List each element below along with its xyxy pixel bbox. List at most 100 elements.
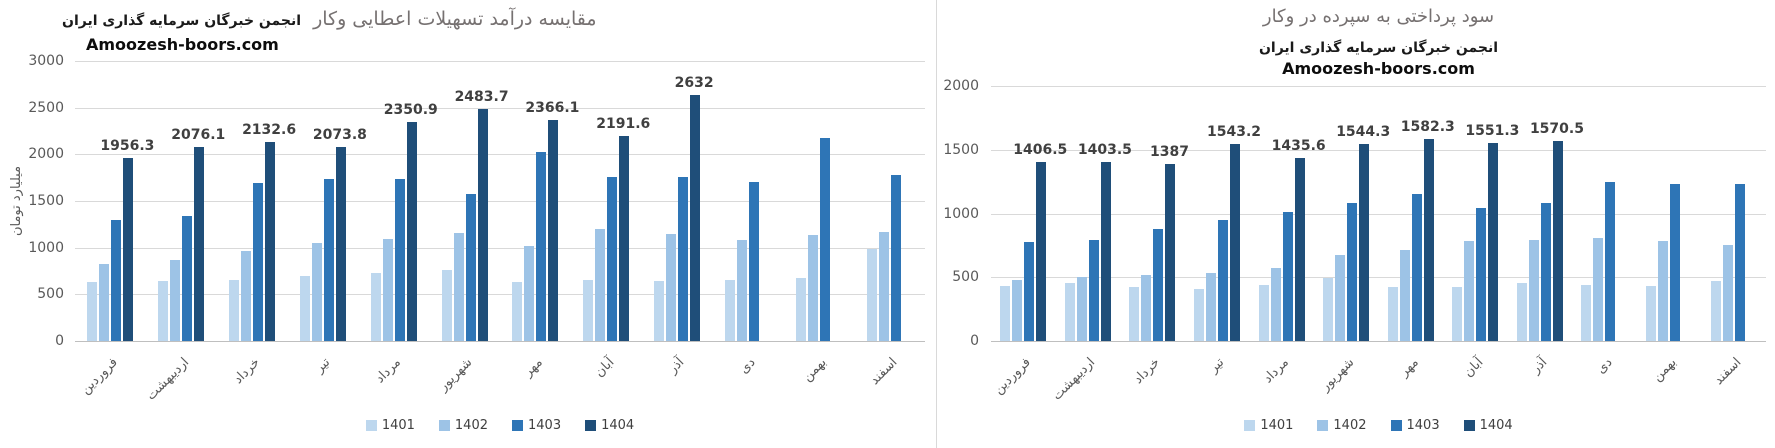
bar-1401 [87, 282, 98, 341]
bar-1401 [654, 281, 665, 341]
y-axis-tick-labels: 0 500 1000 1500 2000 [937, 78, 983, 349]
y-tick-label: 0 [55, 333, 64, 349]
bar-1403 [1218, 219, 1229, 341]
bar-1404 [265, 141, 276, 341]
chart-title-main: سود پرداختی به سپرده در وکار [1262, 6, 1495, 27]
bar-group [1378, 86, 1443, 341]
bar-group [146, 61, 217, 341]
legend-swatch [1463, 420, 1475, 431]
bar-1402 [1206, 273, 1217, 341]
gridline [75, 61, 925, 62]
y-tick-label: 2000 [28, 146, 64, 163]
bar-group [571, 61, 642, 341]
legend-label: 1403 [528, 418, 562, 433]
legend-swatch [1244, 420, 1256, 431]
bar-1403 [465, 193, 476, 341]
watermark: Amoozesh-boors.com [86, 35, 279, 54]
x-tick-label: آذر [665, 355, 688, 377]
y-tick-label: 2500 [28, 99, 64, 116]
bar-1404 [548, 120, 559, 341]
legend-label: 1404 [601, 418, 635, 433]
deposit-interest-chart-panel: سود پرداختی به سپرده در وکار انجمن خبرگا… [936, 0, 1775, 448]
data-label: 2076.1 [171, 127, 226, 144]
bar-1402 [595, 228, 606, 341]
bar-1404 [406, 121, 417, 341]
bar-1401 [1064, 283, 1075, 341]
x-tick-label: تیر [1206, 355, 1228, 377]
bar-1401 [1452, 286, 1463, 341]
bar-1402 [736, 239, 747, 341]
x-tick-label: دی [1593, 355, 1616, 377]
bar-1401 [512, 281, 523, 341]
bar-group [642, 61, 713, 341]
legend-item: 1403 [512, 418, 561, 433]
data-label: 2191.6 [596, 116, 651, 133]
bar-1402 [1464, 240, 1475, 341]
legend-item: 1404 [1463, 418, 1513, 433]
bar-1402 [1399, 249, 1410, 341]
gridline [75, 107, 925, 109]
bar-1404 [690, 95, 701, 341]
legend-item: 1401 [1244, 418, 1293, 433]
bar-1404 [335, 147, 346, 341]
bar-group [1508, 86, 1573, 341]
plot-area: 1406.5 1403.5 1387 1543.2 1435.6 1544.3 1582.3… [991, 86, 1766, 342]
bar-1402 [1722, 245, 1733, 341]
bar-1401 [795, 277, 806, 341]
bar-1404 [194, 147, 205, 341]
bar-1401 [1516, 283, 1527, 341]
bar-1403 [890, 175, 901, 341]
bar-1403 [323, 179, 334, 341]
bar-1404 [1230, 144, 1241, 341]
bar-1404 [477, 109, 488, 341]
bar-1401 [299, 275, 310, 341]
bar-group [991, 86, 1056, 341]
y-tick-label: 1500 [943, 141, 979, 158]
bar-1401 [724, 280, 735, 341]
x-tick-label: اسفند [1711, 355, 1745, 389]
y-tick-label: 0 [970, 333, 979, 349]
legend-item: 1403 [1390, 418, 1440, 433]
gridline [75, 247, 925, 249]
bar-group [854, 61, 925, 341]
bar-1401 [1581, 284, 1592, 341]
bar-group [1314, 86, 1379, 341]
bar-1403 [678, 177, 689, 341]
legend-swatch [585, 420, 597, 431]
bar-group [1637, 86, 1702, 341]
bar-1401 [1258, 284, 1269, 341]
bar-group [75, 61, 146, 341]
bar-1402 [1012, 279, 1023, 341]
legend-label: 1401 [1260, 418, 1294, 433]
data-label: 1956.3 [100, 138, 155, 155]
bar-group [500, 61, 571, 341]
legend-swatch [1317, 420, 1329, 431]
y-axis-tick-labels: 0 500 1000 1500 2000 2500 3000 [22, 53, 68, 349]
data-label: 1543.2 [1207, 124, 1262, 141]
bar-group [712, 61, 783, 341]
legend-label: 1404 [1479, 418, 1513, 433]
bar-1404 [1552, 140, 1563, 341]
bar-1404 [619, 136, 630, 341]
x-tick-label: آذر [1528, 355, 1551, 377]
bar-1402 [311, 243, 322, 341]
bar-1403 [536, 151, 547, 341]
bar-1403 [1476, 207, 1487, 341]
bars-layer [991, 86, 1766, 341]
bar-1404 [1359, 144, 1370, 341]
bar-1401 [441, 270, 452, 341]
legend: 1401 1402 1403 1404 [75, 418, 925, 433]
bar-1402 [1141, 274, 1152, 341]
chart-subtitle: انجمن خبرگان سرمایه گذاری ایران [991, 37, 1766, 56]
bar-group [1443, 86, 1508, 341]
chart-title-association: انجمن خبرگان سرمایه گذاری ایران [1258, 40, 1499, 56]
x-tick-label: شهریور [435, 355, 476, 395]
data-label: 1403.5 [1077, 142, 1132, 159]
bar-group [1056, 86, 1121, 341]
bar-1402 [170, 259, 181, 341]
bar-1402 [382, 238, 393, 341]
bar-1402 [1076, 276, 1087, 341]
y-tick-label: 2000 [943, 78, 979, 94]
bar-1403 [111, 219, 122, 341]
bar-1401 [1129, 286, 1140, 341]
